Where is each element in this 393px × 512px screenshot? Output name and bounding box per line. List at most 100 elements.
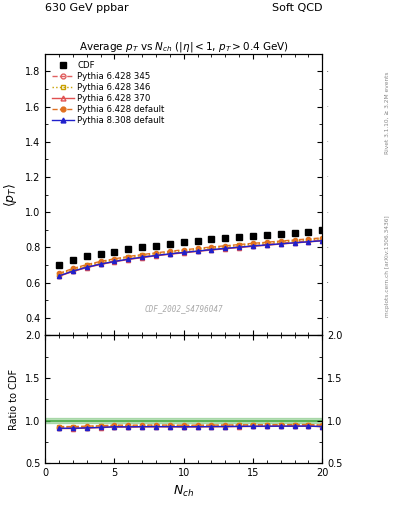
Pythia 6.428 346 xyxy=(154,251,158,257)
Pythia 6.428 345 xyxy=(57,272,61,279)
Pythia 6.428 370 xyxy=(182,250,186,256)
Pythia 8.308 default xyxy=(84,264,89,270)
Pythia 6.428 346 xyxy=(320,236,325,242)
Pythia 6.428 345 xyxy=(112,258,117,264)
Pythia 6.428 default xyxy=(71,265,75,271)
Pythia 6.428 345 xyxy=(195,248,200,254)
Pythia 8.308 default xyxy=(140,254,145,260)
Pythia 6.428 370 xyxy=(140,254,145,261)
Pythia 8.308 default xyxy=(209,247,214,253)
Pythia 6.428 345 xyxy=(237,244,241,250)
Pythia 6.428 370 xyxy=(167,251,172,258)
Pythia 6.428 370 xyxy=(306,239,311,245)
Line: Pythia 6.428 370: Pythia 6.428 370 xyxy=(57,239,324,279)
Pythia 6.428 370 xyxy=(71,268,75,274)
Pythia 6.428 345 xyxy=(140,254,145,260)
Line: Pythia 6.428 default: Pythia 6.428 default xyxy=(57,236,324,275)
Pythia 8.308 default xyxy=(195,248,200,254)
Pythia 6.428 370 xyxy=(154,253,158,259)
Pythia 6.428 370 xyxy=(126,257,131,263)
Pythia 6.428 345 xyxy=(167,250,172,257)
Pythia 6.428 default xyxy=(251,240,255,246)
Pythia 8.308 default xyxy=(98,261,103,267)
Pythia 6.428 345 xyxy=(264,241,269,247)
Pythia 8.308 default xyxy=(223,245,228,251)
Legend: CDF, Pythia 6.428 345, Pythia 6.428 346, Pythia 6.428 370, Pythia 6.428 default,: CDF, Pythia 6.428 345, Pythia 6.428 346,… xyxy=(50,58,167,128)
Pythia 6.428 default xyxy=(126,253,131,260)
Pythia 6.428 default xyxy=(84,262,89,268)
Pythia 8.308 default xyxy=(57,273,61,279)
Pythia 6.428 default xyxy=(278,238,283,244)
Pythia 6.428 345 xyxy=(126,255,131,262)
Y-axis label: Ratio to CDF: Ratio to CDF xyxy=(9,369,19,430)
Pythia 6.428 370 xyxy=(98,261,103,267)
Pythia 8.308 default xyxy=(126,256,131,262)
Pythia 6.428 370 xyxy=(264,242,269,248)
Pythia 6.428 346 xyxy=(278,239,283,245)
Pythia 6.428 345 xyxy=(84,264,89,270)
Pythia 6.428 346 xyxy=(57,271,61,277)
Text: Rivet 3.1.10, ≥ 3.2M events: Rivet 3.1.10, ≥ 3.2M events xyxy=(385,71,389,154)
Pythia 6.428 370 xyxy=(84,265,89,271)
Pythia 6.428 default xyxy=(292,237,297,243)
Pythia 6.428 default xyxy=(306,236,311,242)
Pythia 6.428 370 xyxy=(209,247,214,253)
Pythia 6.428 346 xyxy=(84,263,89,269)
Pythia 6.428 346 xyxy=(112,257,117,263)
Pythia 8.308 default xyxy=(182,249,186,255)
Pythia 6.428 345 xyxy=(306,238,311,244)
Pythia 6.428 default xyxy=(320,235,325,241)
Pythia 6.428 345 xyxy=(292,239,297,245)
Text: CDF_2002_S4796047: CDF_2002_S4796047 xyxy=(144,304,223,313)
Bar xyxy=(45,418,322,423)
X-axis label: $N_{ch}$: $N_{ch}$ xyxy=(173,484,194,499)
Line: Pythia 6.428 345: Pythia 6.428 345 xyxy=(57,238,324,278)
Pythia 6.428 346 xyxy=(209,245,214,251)
Pythia 6.428 default xyxy=(167,248,172,254)
Pythia 6.428 370 xyxy=(278,241,283,247)
Pythia 6.428 370 xyxy=(112,259,117,265)
Pythia 6.428 346 xyxy=(251,241,255,247)
Pythia 6.428 345 xyxy=(154,252,158,258)
Pythia 8.308 default xyxy=(237,244,241,250)
Pythia 6.428 345 xyxy=(251,243,255,249)
Pythia 6.428 346 xyxy=(292,238,297,244)
Pythia 6.428 default xyxy=(195,245,200,251)
Pythia 6.428 346 xyxy=(306,237,311,243)
Text: Soft QCD: Soft QCD xyxy=(272,3,322,13)
Pythia 6.428 370 xyxy=(320,238,325,244)
Line: Pythia 8.308 default: Pythia 8.308 default xyxy=(57,239,324,278)
Pythia 8.308 default xyxy=(167,251,172,257)
Pythia 6.428 370 xyxy=(292,240,297,246)
Pythia 6.428 346 xyxy=(167,249,172,255)
Pythia 6.428 346 xyxy=(98,259,103,265)
Pythia 6.428 default xyxy=(237,242,241,248)
Pythia 8.308 default xyxy=(112,259,117,265)
Text: 630 GeV ppbar: 630 GeV ppbar xyxy=(45,3,129,13)
Pythia 6.428 346 xyxy=(140,252,145,259)
Pythia 6.428 370 xyxy=(195,248,200,254)
Pythia 8.308 default xyxy=(154,252,158,259)
Pythia 6.428 default xyxy=(57,270,61,276)
Title: Average $p_T$ vs $N_{ch}$ ($|\eta| < 1$, $p_T > 0.4$ GeV): Average $p_T$ vs $N_{ch}$ ($|\eta| < 1$,… xyxy=(79,40,289,54)
Y-axis label: $\langle p_T \rangle$: $\langle p_T \rangle$ xyxy=(2,182,19,207)
Pythia 6.428 346 xyxy=(223,244,228,250)
Pythia 8.308 default xyxy=(320,238,325,244)
Pythia 6.428 default xyxy=(182,247,186,253)
Pythia 6.428 default xyxy=(98,259,103,265)
Pythia 6.428 345 xyxy=(223,245,228,251)
Pythia 6.428 default xyxy=(264,239,269,245)
Pythia 6.428 346 xyxy=(182,248,186,254)
Pythia 6.428 370 xyxy=(251,243,255,249)
Pythia 6.428 default xyxy=(140,251,145,258)
Text: mcplots.cern.ch [arXiv:1306.3436]: mcplots.cern.ch [arXiv:1306.3436] xyxy=(385,216,389,317)
Pythia 8.308 default xyxy=(306,239,311,245)
Pythia 6.428 346 xyxy=(126,254,131,261)
Pythia 6.428 default xyxy=(112,255,117,262)
Pythia 8.308 default xyxy=(278,241,283,247)
Pythia 6.428 346 xyxy=(195,246,200,252)
Pythia 6.428 346 xyxy=(237,242,241,248)
Pythia 6.428 346 xyxy=(264,240,269,246)
Pythia 6.428 345 xyxy=(209,246,214,252)
Pythia 6.428 345 xyxy=(278,240,283,246)
